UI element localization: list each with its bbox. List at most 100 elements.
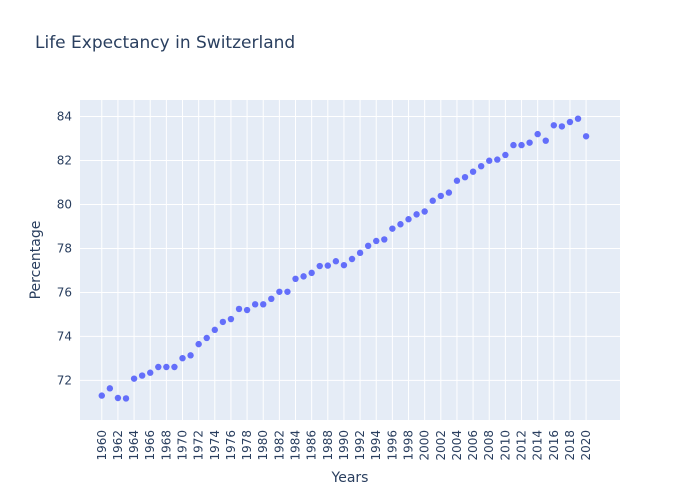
x-tick-label: 2000 (418, 430, 432, 461)
data-point (542, 137, 549, 144)
data-point (421, 208, 428, 215)
x-axis-title: Years (331, 470, 369, 486)
data-point (566, 118, 574, 126)
x-tick-label: 1972 (192, 430, 206, 461)
x-tick-label: 1998 (402, 430, 416, 461)
data-point (106, 385, 114, 392)
x-tick-label: 2016 (547, 430, 561, 461)
chart-title: Life Expectancy in Switzerland (35, 33, 296, 53)
x-tick-label: 1980 (256, 430, 270, 461)
grid (80, 100, 620, 420)
data-point (445, 189, 453, 196)
data-point (155, 363, 162, 371)
data-point (437, 192, 445, 200)
data-point (235, 305, 243, 313)
data-point (332, 258, 340, 265)
data-point (461, 173, 469, 181)
x-tick-label: 1978 (240, 430, 254, 461)
y-tick-label: 78 (57, 241, 72, 255)
x-tick-label: 1968 (159, 430, 173, 461)
data-point (300, 273, 307, 280)
data-point (373, 237, 380, 245)
data-point (510, 141, 517, 149)
data-point (356, 249, 364, 257)
data-point (203, 334, 210, 342)
x-tick-label: 2020 (579, 430, 593, 461)
x-tick-label: 1974 (208, 430, 222, 461)
data-point (147, 369, 154, 376)
x-tick-label: 2004 (450, 430, 464, 461)
data-point (268, 295, 275, 303)
data-point (526, 139, 533, 146)
x-tick-label: 2006 (466, 430, 480, 461)
x-axis-ticks: 1960 1962 1964 1966 1968 1970 1972 1974 1976 1978… (95, 430, 593, 461)
data-point (260, 301, 267, 308)
y-tick-label: 74 (57, 329, 72, 343)
data-point (429, 197, 436, 204)
y-tick-label: 72 (57, 373, 72, 387)
x-tick-label: 1960 (95, 430, 109, 461)
data-point (364, 242, 372, 250)
data-point (308, 269, 315, 277)
x-tick-label: 1982 (272, 430, 286, 461)
data-point (114, 394, 122, 402)
x-tick-label: 1986 (305, 430, 319, 461)
x-tick-label: 1984 (289, 430, 303, 461)
x-tick-label: 1964 (127, 430, 141, 461)
data-point (276, 288, 283, 295)
x-tick-label: 2012 (515, 430, 529, 461)
data-point (477, 162, 485, 170)
y-tick-label: 82 (57, 153, 72, 167)
data-point (187, 352, 194, 359)
data-point (381, 236, 388, 243)
data-point (284, 288, 291, 295)
data-point (574, 115, 582, 122)
data-point (582, 133, 590, 140)
data-point (389, 225, 396, 232)
y-axis-ticks: 72 74 76 78 80 82 84 (57, 109, 72, 387)
x-tick-label: 1988 (321, 430, 335, 461)
data-point (243, 306, 251, 314)
y-tick-label: 76 (57, 285, 72, 299)
data-point (324, 262, 332, 269)
data-point (171, 363, 178, 371)
data-point (211, 326, 218, 334)
x-tick-label: 2018 (563, 430, 577, 461)
data-point (348, 255, 356, 263)
x-tick-label: 1990 (337, 430, 351, 461)
x-tick-label: 1962 (111, 430, 125, 461)
data-point (550, 122, 558, 129)
data-point (494, 156, 501, 163)
data-point (195, 340, 202, 348)
data-point (340, 261, 348, 269)
x-tick-label: 2014 (531, 430, 545, 461)
x-tick-label: 1976 (224, 430, 238, 461)
x-tick-label: 2008 (482, 430, 496, 461)
data-point (179, 354, 186, 362)
data-point (558, 123, 566, 130)
y-tick-label: 84 (57, 109, 72, 123)
data-point (486, 157, 493, 164)
data-point (251, 301, 259, 308)
x-tick-label: 1996 (385, 430, 399, 461)
data-point (534, 130, 541, 138)
x-tick-label: 1970 (176, 430, 190, 461)
data-point (138, 372, 146, 379)
data-point (413, 211, 420, 218)
data-point (405, 216, 412, 223)
x-tick-label: 2010 (498, 430, 512, 461)
data-point (469, 168, 477, 175)
data-point (397, 221, 404, 228)
data-point (219, 318, 227, 326)
x-tick-label: 2002 (434, 430, 448, 461)
data-points (98, 115, 590, 402)
data-point (316, 262, 323, 270)
data-point (502, 151, 509, 159)
y-axis-title: Percentage (28, 221, 44, 300)
data-point (122, 395, 130, 402)
x-tick-label: 1992 (353, 430, 367, 461)
data-point (98, 392, 105, 399)
data-point (453, 177, 461, 184)
